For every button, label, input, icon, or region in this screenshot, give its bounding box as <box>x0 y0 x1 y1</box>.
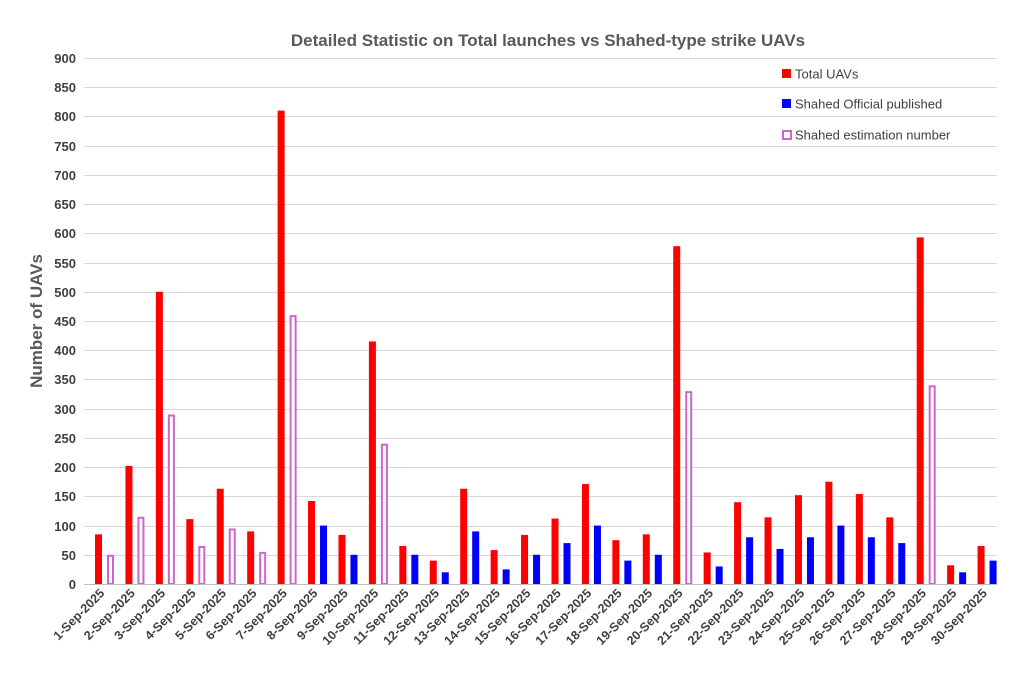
shahed-official-bar <box>715 566 723 584</box>
y-tick-label: 100 <box>54 519 76 534</box>
shahed-official-bar <box>563 543 571 584</box>
shahed-estimation-bar <box>259 551 267 585</box>
total-uavs-bar <box>95 534 102 584</box>
shahed-estimation-bar <box>107 554 114 585</box>
shahed-estimation-bar <box>928 385 936 585</box>
shahed-estimation-bar <box>198 546 206 585</box>
total-uavs-bar <box>855 493 863 584</box>
shahed-estimation-bar <box>137 516 145 585</box>
y-tick-label: 600 <box>54 226 76 241</box>
shahed-estimation-bar <box>289 315 297 585</box>
total-uavs-bar <box>825 481 833 584</box>
shahed-official-bar <box>959 572 967 584</box>
bars <box>95 110 997 586</box>
shahed-official-legend-swatch <box>782 99 791 108</box>
total-uavs-bar <box>916 237 924 584</box>
y-tick-label: 750 <box>54 139 76 154</box>
y-tick-label: 50 <box>62 548 76 563</box>
y-tick-label: 800 <box>54 109 76 124</box>
shahed-estimation-bar <box>228 528 236 586</box>
total-uavs-bar <box>125 465 133 584</box>
shahed-official-legend-label: Shahed Official published <box>795 97 942 112</box>
total-uavs-legend-label: Total UAVs <box>795 67 859 82</box>
total-uavs-bar <box>764 517 772 584</box>
shahed-official-bar <box>837 525 845 584</box>
y-tick-label: 650 <box>54 197 76 212</box>
y-tick-label: 0 <box>69 577 76 592</box>
y-tick-label: 350 <box>54 372 76 387</box>
y-tick-labels: 0 50 100 150 200 250 300 350 400 450 500 550 600 650 7… <box>54 51 76 592</box>
shahed-official-bar <box>533 554 541 584</box>
grid-lines <box>84 58 997 556</box>
shahed-official-bar <box>441 572 449 584</box>
shahed-official-bar <box>502 569 510 584</box>
shahed-official-bar <box>624 560 632 584</box>
x-tick-labels: 1-Sep-20252-Sep-20253-Sep-20254-Sep-2025… <box>51 586 990 648</box>
total-uavs-bar <box>551 518 559 584</box>
shahed-official-bar <box>806 537 814 584</box>
total-uavs-bar <box>673 246 681 585</box>
legend: Total UAVs Shahed Official published Shahe… <box>782 67 951 143</box>
total-uavs-bar <box>703 552 711 584</box>
y-tick-label: 150 <box>54 489 76 504</box>
total-uavs-bar <box>612 540 620 584</box>
shahed-official-bar <box>867 537 875 584</box>
shahed-estimation-bar <box>167 414 175 585</box>
total-uavs-bar <box>734 502 742 584</box>
total-uavs-bar <box>308 501 316 584</box>
total-uavs-bar <box>155 291 163 584</box>
total-uavs-bar <box>399 546 407 584</box>
total-uavs-bar <box>794 495 802 584</box>
total-uavs-bar <box>186 519 194 584</box>
total-uavs-bar <box>886 517 894 584</box>
total-uavs-legend-swatch <box>782 69 791 78</box>
shahed-estimation-legend-label: Shahed estimation number <box>795 128 951 143</box>
y-axis-label: Number of UAVs <box>27 254 46 388</box>
shahed-official-bar <box>411 554 419 584</box>
total-uavs-bar <box>521 534 529 584</box>
y-tick-label: 450 <box>54 314 76 329</box>
total-uavs-bar <box>460 488 468 584</box>
total-uavs-bar <box>490 550 498 584</box>
shahed-official-bar <box>898 543 906 584</box>
shahed-estimation-bar <box>380 443 388 585</box>
y-tick-label: 400 <box>54 343 76 358</box>
total-uavs-bar <box>338 534 346 584</box>
shahed-estimation-legend-swatch <box>782 130 792 140</box>
y-tick-label: 850 <box>54 80 76 95</box>
total-uavs-bar <box>581 484 589 584</box>
y-tick-label: 700 <box>54 168 76 183</box>
y-tick-label: 250 <box>54 431 76 446</box>
total-uavs-bar <box>642 534 650 584</box>
shahed-estimation-bar <box>685 391 693 585</box>
shahed-official-bar <box>593 525 601 584</box>
shahed-official-bar <box>776 548 784 584</box>
chart-title: Detailed Statistic on Total launches vs … <box>291 31 805 50</box>
shahed-official-bar <box>989 560 997 584</box>
shahed-official-bar <box>320 525 328 584</box>
shahed-official-bar <box>350 554 358 584</box>
total-uavs-bar <box>277 110 285 584</box>
total-uavs-bar <box>429 560 437 584</box>
total-uavs-bar <box>947 565 955 584</box>
y-tick-label: 550 <box>54 256 76 271</box>
y-tick-label: 900 <box>54 51 76 66</box>
y-tick-label: 500 <box>54 285 76 300</box>
total-uavs-bar <box>977 546 985 584</box>
y-tick-label: 200 <box>54 460 76 475</box>
shahed-official-bar <box>472 531 480 584</box>
shahed-official-bar <box>746 537 754 584</box>
total-uavs-bar <box>216 488 224 584</box>
total-uavs-bar <box>247 531 255 584</box>
total-uavs-bar <box>368 341 376 584</box>
shahed-official-bar <box>654 554 662 584</box>
y-tick-label: 300 <box>54 402 76 417</box>
